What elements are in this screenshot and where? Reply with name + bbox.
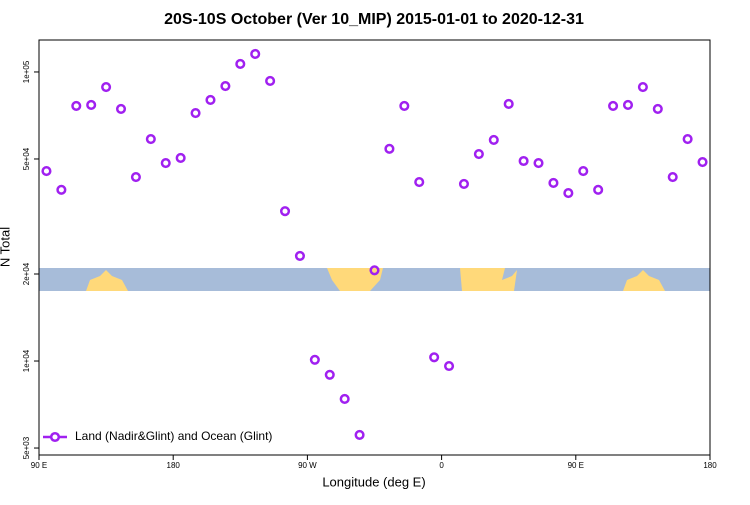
point xyxy=(488,134,499,145)
point xyxy=(652,103,663,114)
y-axis-label: N Total xyxy=(0,227,12,267)
point xyxy=(56,184,67,195)
x-tick-label: 90 E xyxy=(568,461,584,470)
x-axis-label: Longitude (deg E) xyxy=(322,474,425,489)
x-tick-label: 90 E xyxy=(31,461,47,470)
point xyxy=(399,100,410,111)
point xyxy=(265,75,276,86)
point xyxy=(593,184,604,195)
legend-marker xyxy=(49,431,61,443)
point xyxy=(578,166,589,177)
point xyxy=(414,177,425,188)
x-tick-label: 0 xyxy=(439,461,444,470)
point xyxy=(354,429,365,440)
point xyxy=(548,177,559,189)
point xyxy=(175,152,186,164)
point xyxy=(71,100,82,111)
land-patch xyxy=(623,270,665,291)
point xyxy=(384,143,395,154)
point xyxy=(369,265,380,276)
point xyxy=(518,155,529,167)
point xyxy=(279,206,291,217)
point xyxy=(444,360,455,372)
land-patch xyxy=(327,268,383,291)
x-tick-label: 180 xyxy=(703,461,717,470)
point xyxy=(41,166,52,177)
chart-title: 20S-10S October (Ver 10_MIP) 2015-01-01 … xyxy=(164,11,584,28)
legend-label: Land (Nadir&Glint) and Ocean (Glint) xyxy=(75,429,272,443)
point xyxy=(503,98,514,110)
x-tick-label: 90 W xyxy=(298,461,317,470)
x-tick-label: 180 xyxy=(167,461,181,470)
point xyxy=(309,354,320,365)
point xyxy=(235,58,246,69)
land-patch xyxy=(86,270,128,291)
point xyxy=(294,250,305,261)
point xyxy=(608,100,619,111)
point xyxy=(637,81,648,93)
point xyxy=(429,352,440,363)
point xyxy=(190,107,201,119)
point xyxy=(667,171,678,183)
map-strip xyxy=(39,268,710,291)
point xyxy=(205,94,216,106)
point xyxy=(130,171,141,183)
y-tick-label: 1e+05 xyxy=(22,60,31,83)
plot-frame xyxy=(38,39,711,456)
land-patch xyxy=(460,268,517,291)
y-tick-label: 2e+04 xyxy=(22,262,31,285)
point xyxy=(250,48,261,60)
point xyxy=(339,393,350,405)
y-tick-label: 5e+03 xyxy=(22,436,31,459)
point xyxy=(160,158,171,169)
point xyxy=(473,149,484,160)
point xyxy=(697,156,708,168)
point xyxy=(622,99,634,110)
point xyxy=(533,158,544,169)
point xyxy=(86,99,97,110)
point xyxy=(115,103,127,114)
point xyxy=(682,134,693,145)
point xyxy=(563,188,574,199)
point xyxy=(324,369,335,380)
point xyxy=(458,178,470,189)
point xyxy=(220,80,231,92)
y-tick-label: 5e+04 xyxy=(22,147,31,170)
y-tick-label: 1e+04 xyxy=(22,349,31,372)
point xyxy=(101,81,112,93)
point xyxy=(145,134,156,145)
